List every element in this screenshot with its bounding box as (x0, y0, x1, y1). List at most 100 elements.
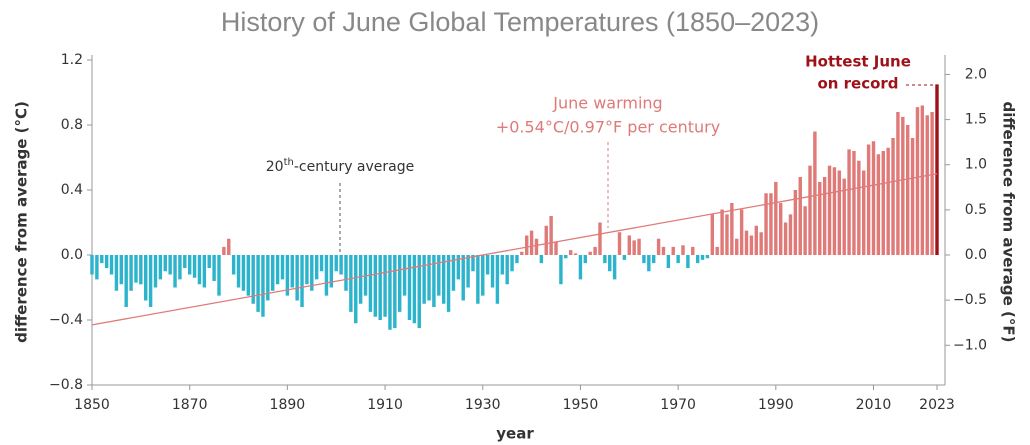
bar (525, 235, 529, 255)
y-axis-label: difference from average (°C) (13, 101, 31, 343)
bar (466, 255, 470, 288)
bar (158, 255, 163, 280)
bar (583, 255, 588, 264)
bar (441, 255, 446, 304)
bar (222, 246, 226, 255)
y2-tick-label: 2.0 (965, 66, 987, 82)
bar (266, 255, 270, 301)
bar (261, 255, 265, 317)
bar (671, 246, 675, 255)
bar (402, 255, 407, 296)
bar (481, 255, 485, 296)
bar (612, 255, 617, 280)
bar (432, 255, 436, 307)
bar (139, 255, 143, 285)
bar (725, 214, 729, 255)
bar (881, 151, 885, 255)
bar (456, 255, 461, 280)
bar (119, 255, 124, 285)
bar (720, 209, 724, 255)
bar (783, 222, 788, 255)
bar (100, 255, 104, 264)
bar (437, 255, 441, 296)
bar (925, 115, 929, 255)
bar (393, 255, 397, 329)
bar (295, 255, 299, 301)
bar (647, 255, 651, 272)
bar (637, 238, 641, 255)
bar (915, 107, 920, 255)
bar (700, 255, 705, 260)
bar (109, 255, 114, 275)
bar (608, 255, 612, 272)
bar (686, 255, 690, 268)
x-tick-label: 1970 (660, 397, 696, 413)
bar (236, 255, 241, 288)
bar (300, 255, 304, 307)
bar (241, 255, 246, 291)
bar (676, 255, 680, 264)
bar (842, 178, 846, 255)
y-tick-label: 1.2 (61, 52, 83, 68)
annotations: 20th-century average June warming +0.54°… (266, 53, 934, 252)
bar (930, 112, 934, 255)
y2-tick-label: 1.0 (965, 157, 987, 173)
bar (651, 255, 656, 264)
bar (691, 246, 695, 255)
bar (95, 255, 99, 280)
note: 20 (266, 159, 284, 175)
bar (661, 246, 666, 255)
bar (778, 203, 783, 255)
bar (818, 181, 822, 255)
bar (617, 232, 622, 255)
bar (593, 246, 597, 255)
bar (901, 116, 905, 255)
bar (554, 242, 558, 255)
bar (329, 255, 334, 288)
bar (739, 209, 744, 255)
bar (529, 230, 534, 255)
y2-tick-label: −0.5 (953, 292, 987, 308)
bar (398, 255, 402, 312)
hottest-note: Hottest June (805, 53, 911, 71)
bar (144, 255, 148, 301)
bar (90, 255, 94, 275)
bar (290, 255, 294, 288)
bar (285, 255, 290, 296)
bar (319, 255, 324, 272)
bar (568, 250, 573, 255)
bar (681, 245, 685, 255)
y-tick-label: 0.4 (61, 182, 83, 198)
bar (451, 255, 456, 291)
x-tick-label: 1870 (172, 397, 208, 413)
bar (388, 255, 392, 330)
bar (129, 255, 133, 291)
bar (573, 253, 578, 255)
bar (207, 255, 211, 268)
warming-note: +0.54°C/0.97°F per century (496, 118, 720, 137)
bar (769, 193, 773, 255)
bar (759, 232, 763, 255)
bar (407, 255, 412, 320)
bar (534, 238, 539, 255)
bar (373, 255, 378, 317)
note: th (284, 157, 294, 168)
x-tick-label: 1930 (465, 397, 501, 413)
bar (354, 255, 358, 324)
bar (310, 255, 314, 291)
bar (695, 255, 700, 264)
bar (490, 255, 495, 288)
bar (813, 131, 817, 255)
bar (485, 255, 490, 275)
bar (876, 154, 881, 255)
bar (852, 151, 856, 255)
x-tick-label: 2010 (856, 397, 892, 413)
bar (920, 105, 925, 255)
y2-tick-label: −1.0 (953, 337, 987, 353)
bar (656, 238, 661, 255)
bar (197, 255, 202, 285)
trend-line (91, 173, 938, 326)
bar (427, 255, 431, 301)
bar (280, 255, 285, 280)
y2-tick-label: 1.5 (965, 112, 987, 128)
